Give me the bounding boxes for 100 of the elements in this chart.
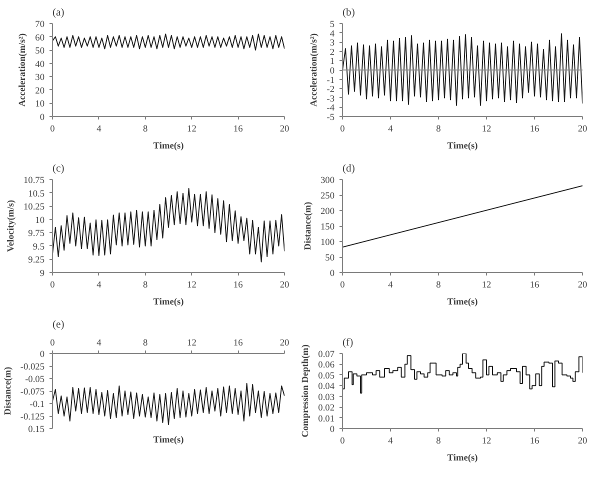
x-tick-label: 4: [96, 124, 102, 134]
y-tick-label: -5: [326, 113, 335, 123]
y-tick-label: 4: [330, 29, 335, 40]
y-tick-label: -0.05: [25, 375, 45, 385]
x-tick-label: 4: [388, 436, 394, 446]
y-tick-label: 0.05: [318, 371, 335, 382]
y-axis-title: Velocity(m/s): [6, 200, 17, 252]
x-tick-label: 16: [530, 280, 540, 290]
y-tick-label: 0: [40, 350, 45, 360]
x-axis-title: Time(s): [447, 298, 478, 308]
y-tick-label: 9.75: [28, 229, 45, 240]
x-tick-label: 20: [578, 124, 588, 134]
y-tick-label: 9: [40, 269, 45, 279]
y-tick-label: -0.025: [20, 362, 45, 372]
x-tick-label: 8: [142, 338, 148, 348]
x-tick-label: 16: [530, 436, 540, 446]
y-tick-label: 3: [330, 38, 335, 49]
chart-title: (e): [52, 320, 65, 330]
x-tick-label: 20: [280, 280, 290, 290]
x-tick-label: 16: [233, 280, 244, 290]
y-tick-label: -0.075: [20, 388, 45, 398]
x-tick-label: 0: [340, 280, 346, 290]
y-tick-label: 9.5: [32, 242, 45, 252]
y-tick-label: 300: [320, 176, 335, 186]
x-tick-label: 12: [187, 124, 197, 134]
y-tick-label: 0: [330, 66, 335, 76]
x-tick-label: 12: [482, 436, 492, 446]
y-tick-label: -0.125: [20, 412, 45, 422]
y-tick-label: 9.25: [28, 256, 45, 266]
x-tick-label: 8: [142, 124, 148, 134]
y-tick-label: 150: [320, 222, 335, 232]
x-tick-label: 8: [142, 280, 148, 290]
y-tick-label: 10.75: [24, 176, 45, 186]
y-tick-label: 5: [330, 20, 335, 30]
chart-title: (f): [342, 338, 354, 348]
x-tick-label: 12: [187, 338, 197, 348]
chart-title: (c): [52, 164, 65, 174]
y-tick-label: 0.07: [318, 350, 335, 360]
y-tick-label: 50: [325, 254, 335, 264]
x-tick-label: 4: [96, 280, 102, 290]
y-tick-label: -1: [326, 76, 335, 86]
x-tick-label: 16: [530, 124, 540, 134]
y-tick-label: 30: [35, 73, 45, 84]
y-axis-title: Compression Depth(m): [301, 344, 312, 438]
y-tick-label: 100: [320, 238, 335, 248]
chart-title: (d): [342, 164, 356, 174]
x-tick-label: 4: [96, 338, 102, 348]
x-tick-label: 0: [340, 124, 346, 134]
x-tick-label: 4: [388, 280, 394, 290]
y-tick-label: 10: [35, 100, 45, 110]
y-tick-label: 0.04: [318, 382, 335, 392]
y-tick-label: 0: [40, 113, 45, 123]
x-axis-title: Time(s): [153, 436, 184, 446]
x-tick-label: 0: [340, 436, 346, 446]
x-tick-label: 20: [578, 280, 588, 290]
x-tick-label: 16: [233, 124, 244, 134]
y-tick-label: 0.06: [318, 360, 335, 371]
y-tick-label: -0.1: [30, 400, 45, 410]
y-tick-label: 200: [320, 207, 335, 217]
x-tick-label: 20: [280, 338, 290, 348]
x-tick-label: 8: [436, 124, 442, 134]
x-tick-label: 20: [280, 124, 290, 134]
x-tick-label: 12: [187, 280, 197, 290]
y-axis-title: Distance(m): [304, 202, 314, 250]
x-tick-label: 0: [50, 280, 56, 290]
y-axis-title: Acceleration(m/s²): [310, 33, 320, 107]
y-tick-label: 2: [330, 48, 335, 58]
y-tick-label: 20: [35, 86, 45, 96]
y-axis-title: Acceleration(m/s²): [18, 33, 28, 107]
x-tick-label: 8: [436, 436, 442, 446]
x-tick-label: 8: [436, 280, 442, 290]
y-tick-label: 10.25: [24, 202, 45, 213]
y-tick-label: 0: [330, 425, 335, 435]
y-tick-label: -3: [326, 94, 335, 104]
y-tick-label: 1: [330, 57, 335, 68]
y-tick-label: -2: [326, 85, 335, 96]
y-tick-label: 50: [35, 46, 45, 57]
y-tick-label: 60: [35, 33, 45, 44]
x-axis-title: Time(s): [153, 142, 184, 152]
y-tick-label: 0: [330, 269, 335, 279]
y-tick-label: 0.03: [318, 392, 335, 403]
x-tick-label: 12: [482, 280, 492, 290]
x-axis-title: Time(s): [447, 142, 478, 152]
y-tick-label: -4: [326, 104, 335, 114]
y-tick-label: 10.5: [28, 189, 45, 200]
x-axis-title: Time(s): [153, 298, 184, 308]
y-tick-label: 40: [35, 60, 45, 70]
y-tick-label: 0.02: [318, 404, 335, 414]
y-axis-title: Distance(m): [3, 366, 14, 416]
y-tick-label: 10: [35, 216, 45, 226]
x-tick-label: 12: [482, 124, 492, 134]
x-tick-label: 20: [578, 436, 588, 446]
x-tick-label: 0: [50, 338, 56, 348]
y-tick-label: 0.01: [318, 414, 335, 424]
y-tick-label: 0.15: [28, 425, 45, 435]
chart-title: (b): [342, 8, 356, 18]
x-tick-label: 4: [388, 124, 394, 134]
y-tick-label: 250: [320, 192, 335, 202]
chart-title: (a): [52, 8, 65, 18]
y-tick-label: 70: [35, 20, 45, 30]
